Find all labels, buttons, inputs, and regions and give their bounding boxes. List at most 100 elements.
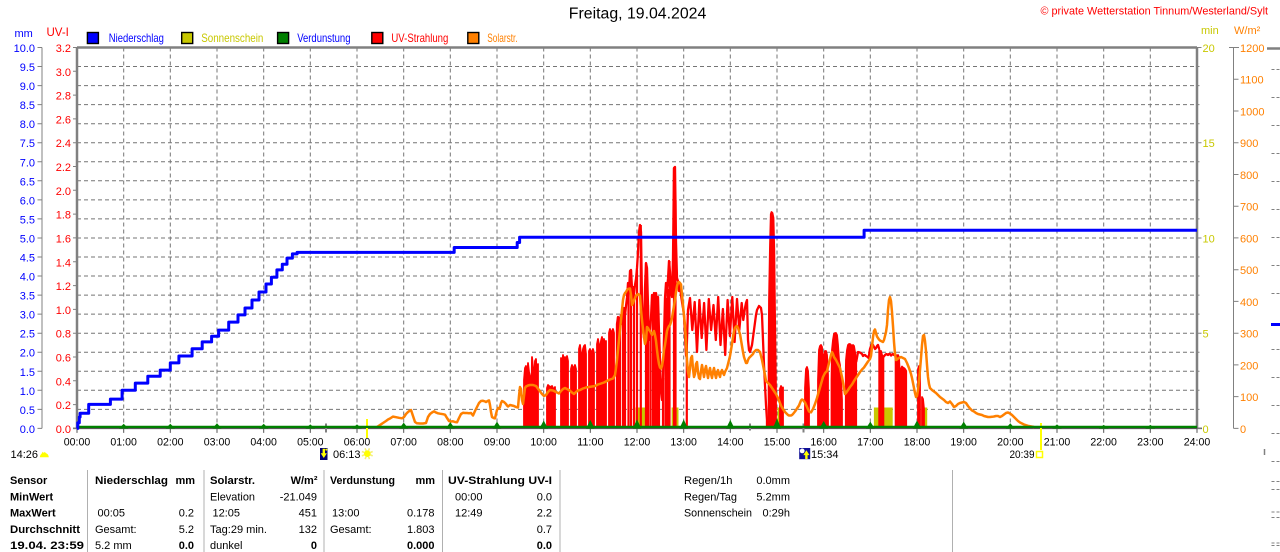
svg-text:10: 10	[1203, 233, 1215, 245]
svg-text:Sensor: Sensor	[10, 475, 48, 487]
svg-text:8.0: 8.0	[20, 119, 35, 131]
svg-text:min: min	[1201, 25, 1219, 37]
svg-text:mm: mm	[15, 28, 33, 40]
svg-text:0.0mm: 0.0mm	[756, 475, 790, 487]
svg-text:1.0: 1.0	[20, 386, 35, 398]
svg-text:10.0: 10.0	[14, 43, 35, 55]
svg-text:dunkel: dunkel	[210, 540, 242, 552]
svg-text:600: 600	[1240, 233, 1258, 245]
svg-text:12:49: 12:49	[455, 508, 483, 520]
svg-text:Regen/1h: Regen/1h	[684, 475, 733, 487]
svg-text:0.8: 0.8	[56, 329, 71, 341]
svg-text:2.0: 2.0	[56, 186, 71, 198]
svg-text:-21.049: -21.049	[280, 491, 317, 503]
svg-text:5.2: 5.2	[179, 524, 194, 536]
svg-text:21:00: 21:00	[1044, 437, 1071, 449]
svg-text:6.5: 6.5	[20, 176, 35, 188]
svg-text:7.0: 7.0	[20, 157, 35, 169]
svg-text:0.7: 0.7	[537, 524, 552, 536]
svg-text:0.6: 0.6	[56, 352, 71, 364]
svg-text:2.6: 2.6	[56, 114, 71, 126]
svg-text:4.0: 4.0	[20, 272, 35, 284]
svg-text:500: 500	[1240, 265, 1258, 277]
svg-text:5: 5	[1203, 329, 1209, 341]
svg-text:0.4: 0.4	[56, 376, 71, 388]
svg-text:Durchschnitt: Durchschnitt	[10, 524, 80, 536]
svg-text:20:39: 20:39	[1010, 449, 1035, 461]
svg-text:09:00: 09:00	[484, 437, 511, 449]
svg-text:00:00: 00:00	[64, 437, 91, 449]
svg-text:UV-I: UV-I	[47, 27, 69, 39]
svg-text:15:34: 15:34	[811, 449, 839, 461]
svg-text:2.2: 2.2	[537, 508, 552, 520]
svg-text:7.5: 7.5	[20, 138, 35, 150]
svg-text:24:00: 24:00	[1184, 437, 1211, 449]
svg-text:1100: 1100	[1240, 75, 1264, 87]
svg-text:Niederschlag: Niederschlag	[95, 475, 168, 487]
svg-text:2.0: 2.0	[20, 348, 35, 360]
svg-text:6.0: 6.0	[20, 195, 35, 207]
svg-text:mm: mm	[415, 475, 435, 487]
svg-text:06:00: 06:00	[344, 437, 371, 449]
svg-text:0.0: 0.0	[179, 540, 194, 552]
svg-text:900: 900	[1240, 138, 1258, 150]
svg-text:200: 200	[1240, 360, 1258, 372]
svg-text:0.0: 0.0	[20, 424, 35, 436]
svg-text:14:26: 14:26	[11, 449, 39, 461]
svg-text:5.2mm: 5.2mm	[756, 491, 790, 503]
svg-text:1.8: 1.8	[56, 210, 71, 222]
svg-text:Tag:29 min.: Tag:29 min.	[210, 524, 267, 536]
svg-text:Regen/Tag: Regen/Tag	[684, 491, 737, 503]
svg-text:20: 20	[1203, 43, 1215, 55]
svg-text:W/m²: W/m²	[291, 475, 318, 487]
svg-text:5.5: 5.5	[20, 214, 35, 226]
svg-text:Solarstr.: Solarstr.	[487, 31, 517, 45]
svg-text:400: 400	[1240, 297, 1258, 309]
svg-text:800: 800	[1240, 170, 1258, 182]
svg-text:3.5: 3.5	[20, 291, 35, 303]
svg-text:Verdunstung: Verdunstung	[330, 475, 395, 487]
svg-text:1.6: 1.6	[56, 233, 71, 245]
svg-text:1.2: 1.2	[56, 281, 71, 293]
svg-text:W/m²: W/m²	[1234, 25, 1261, 37]
svg-text:451: 451	[299, 508, 317, 520]
svg-text:MaxWert: MaxWert	[10, 508, 56, 520]
svg-text:Niederschlag: Niederschlag	[109, 31, 164, 45]
svg-text:Sonnenschein: Sonnenschein	[684, 508, 752, 520]
svg-text:07:00: 07:00	[390, 437, 417, 449]
svg-text:0.2: 0.2	[179, 508, 194, 520]
svg-text:0:29h: 0:29h	[762, 508, 790, 520]
svg-text:300: 300	[1240, 329, 1258, 341]
svg-text:1200: 1200	[1240, 43, 1264, 55]
svg-text:0.2: 0.2	[56, 400, 71, 412]
svg-text:2.8: 2.8	[56, 91, 71, 103]
svg-text:3.2: 3.2	[56, 43, 71, 55]
svg-text:19.04. 23:59: 19.04. 23:59	[10, 540, 84, 552]
svg-text:5.2 mm: 5.2 mm	[95, 540, 132, 552]
svg-text:22:00: 22:00	[1090, 437, 1117, 449]
svg-text:14:00: 14:00	[717, 437, 744, 449]
svg-text:1.803: 1.803	[407, 524, 435, 536]
svg-text:0: 0	[311, 540, 317, 552]
svg-text:Freitag, 19.04.2024: Freitag, 19.04.2024	[569, 6, 707, 23]
svg-text:MinWert: MinWert	[10, 491, 54, 503]
svg-text:16:00: 16:00	[810, 437, 837, 449]
svg-text:04:00: 04:00	[250, 437, 277, 449]
svg-text:Gesamt:: Gesamt:	[330, 524, 372, 536]
svg-text:01:00: 01:00	[110, 437, 137, 449]
svg-text:5.0: 5.0	[20, 233, 35, 245]
svg-text:0.000: 0.000	[407, 540, 435, 552]
svg-text:17:00: 17:00	[857, 437, 884, 449]
svg-text:00:00: 00:00	[455, 491, 483, 503]
svg-text:700: 700	[1240, 202, 1258, 214]
svg-text:02:00: 02:00	[157, 437, 184, 449]
svg-text:0.0: 0.0	[537, 540, 552, 552]
svg-text:0: 0	[1240, 424, 1246, 436]
svg-text:Solarstr.: Solarstr.	[210, 475, 255, 487]
svg-text:Gesamt:: Gesamt:	[95, 524, 137, 536]
svg-text:15:00: 15:00	[764, 437, 791, 449]
svg-text:8.5: 8.5	[20, 100, 35, 112]
svg-text:9.0: 9.0	[20, 81, 35, 93]
svg-text:13:00: 13:00	[332, 508, 360, 520]
svg-text:4.5: 4.5	[20, 252, 35, 264]
